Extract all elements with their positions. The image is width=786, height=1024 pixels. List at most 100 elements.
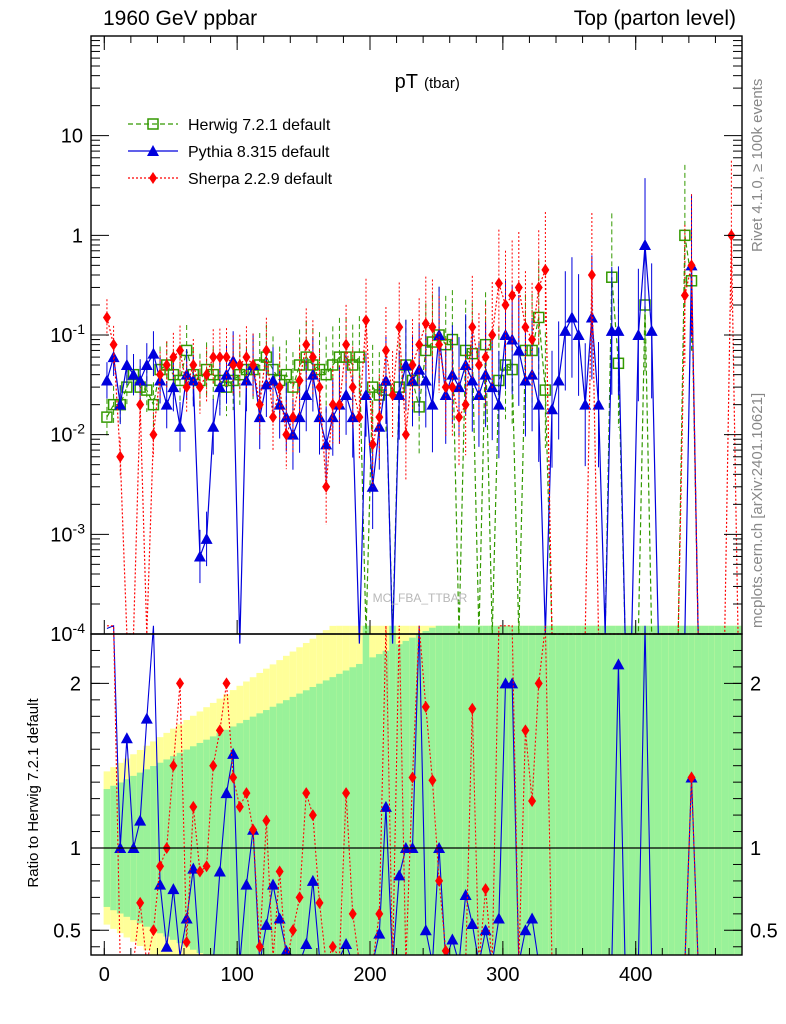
data-point xyxy=(193,550,206,562)
ratio-band-green xyxy=(508,625,516,964)
data-point xyxy=(461,398,470,411)
ratio-point xyxy=(306,874,319,886)
ratio-band-green xyxy=(588,625,596,964)
ratio-band-green xyxy=(402,640,410,964)
x-tick-label: 0 xyxy=(99,964,110,986)
data-point xyxy=(532,398,545,410)
data-point xyxy=(428,321,437,334)
data-point xyxy=(639,238,652,250)
rivet-label: Rivet 4.1.0, ≥ 100k events xyxy=(749,78,766,252)
ratio-band-green xyxy=(329,677,337,964)
ratio-band-green xyxy=(468,625,476,964)
ratio-point xyxy=(379,800,392,812)
data-point xyxy=(393,389,406,401)
data-point xyxy=(293,411,306,423)
ratio-band-green xyxy=(668,625,675,964)
ratio-band-green xyxy=(362,625,370,964)
ratio-tick-label-left: 1 xyxy=(70,838,81,860)
ratio-band-green xyxy=(568,625,576,964)
x-tick-label: 100 xyxy=(220,964,253,986)
ratio-ylabel: Ratio to Herwig 7.2.1 default xyxy=(25,698,42,888)
data-point xyxy=(326,411,339,423)
ratio-frame xyxy=(90,633,743,956)
ratio-tick-label-right: 2 xyxy=(750,673,761,695)
data-point xyxy=(169,351,178,364)
data-point xyxy=(147,398,160,411)
data-point xyxy=(687,259,696,272)
data-point xyxy=(645,324,658,336)
data-point xyxy=(200,532,213,544)
data-point xyxy=(494,277,503,290)
data-point xyxy=(182,381,191,394)
x-tick-label: 300 xyxy=(486,964,519,986)
series-line xyxy=(106,235,739,635)
chart-title-sub: (tbar) xyxy=(424,75,460,92)
data-point xyxy=(300,389,313,401)
ratio-band-green xyxy=(282,700,290,964)
data-point xyxy=(534,281,543,294)
data-point xyxy=(415,338,424,351)
data-point xyxy=(541,263,550,276)
data-point xyxy=(539,384,552,396)
data-point xyxy=(512,344,525,356)
data-point xyxy=(565,311,578,323)
data-point xyxy=(488,329,497,341)
data-point xyxy=(492,398,505,410)
ratio-band-green xyxy=(429,627,436,964)
ratio-band-green xyxy=(654,625,662,964)
data-point xyxy=(320,368,332,381)
data-point xyxy=(585,311,598,323)
ratio-tick-label-right: 0.5 xyxy=(750,920,778,942)
ratio-band-green xyxy=(243,719,250,964)
data-point xyxy=(102,311,111,324)
ratio-band-green xyxy=(548,625,556,964)
data-point xyxy=(381,344,390,357)
mask-top xyxy=(0,0,786,36)
ratio-band-green xyxy=(322,680,330,964)
y-tick-label: 10-1 xyxy=(50,321,85,347)
ratio-series-2 xyxy=(106,625,739,964)
ratio-band-green xyxy=(395,644,403,964)
data-point xyxy=(322,480,331,493)
ratio-band-green xyxy=(369,657,376,964)
ratio-band-green xyxy=(601,625,609,964)
ratio-band-green xyxy=(336,673,343,964)
data-point xyxy=(514,281,523,294)
ratio-band-green xyxy=(708,625,715,964)
data-point xyxy=(147,347,160,359)
data-point xyxy=(255,398,264,411)
legend-label: Herwig 7.2.1 default xyxy=(188,117,331,134)
ratio-band-green xyxy=(535,625,543,964)
ratio-point xyxy=(375,907,384,920)
ratio-band-green xyxy=(515,625,523,964)
data-point xyxy=(116,450,125,463)
data-point xyxy=(253,411,266,423)
ratio-point xyxy=(459,889,472,901)
data-point xyxy=(313,411,326,423)
ratio-band-green xyxy=(575,625,582,964)
axis-ticks: 0 100 200 300 400 10-4 10-3 10-2 10-1 1 10 0.5 0.5 1 1… xyxy=(50,36,778,986)
ratio-band-green xyxy=(555,625,562,964)
data-point xyxy=(109,338,118,351)
ratio-point xyxy=(249,823,258,836)
ratio-band-green xyxy=(674,625,682,964)
ratio-band-green xyxy=(475,625,483,964)
data-point xyxy=(195,381,204,394)
data-point xyxy=(235,359,244,372)
ratio-band-green xyxy=(256,713,264,964)
data-point xyxy=(459,359,472,371)
data-point xyxy=(559,324,572,336)
data-point xyxy=(302,338,311,351)
data-point xyxy=(140,359,153,371)
data-point xyxy=(474,359,483,372)
ratio-band-green xyxy=(542,625,549,964)
x-tick-label: 200 xyxy=(353,964,386,986)
data-point xyxy=(127,368,140,380)
legend-label: Pythia 8.315 default xyxy=(188,144,330,161)
data-point xyxy=(375,411,384,424)
ratio-tick-label-left: 2 xyxy=(70,673,81,695)
data-point xyxy=(275,381,284,394)
data-point xyxy=(282,428,291,441)
ratio-band-green xyxy=(229,726,237,964)
